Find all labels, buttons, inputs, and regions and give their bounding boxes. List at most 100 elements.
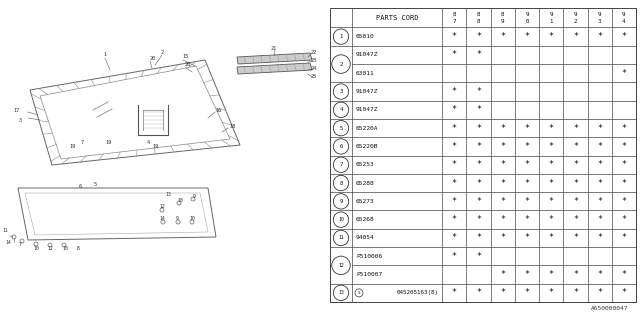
Text: 3: 3 — [19, 117, 22, 123]
Text: 9: 9 — [549, 12, 553, 17]
Text: *: * — [573, 142, 578, 151]
Text: *: * — [573, 32, 578, 41]
Text: *: * — [548, 234, 554, 243]
Text: 2: 2 — [339, 61, 342, 67]
Text: *: * — [500, 179, 505, 188]
Text: 1: 1 — [549, 19, 553, 24]
Text: *: * — [597, 32, 602, 41]
Text: *: * — [621, 215, 627, 224]
Text: *: * — [524, 234, 529, 243]
Text: 7: 7 — [452, 19, 456, 24]
Text: *: * — [621, 142, 627, 151]
Text: *: * — [621, 32, 627, 41]
Text: 8: 8 — [477, 12, 480, 17]
Text: PARTS CORD: PARTS CORD — [376, 15, 419, 21]
Text: *: * — [621, 179, 627, 188]
Text: *: * — [548, 270, 554, 279]
Text: 19: 19 — [105, 140, 111, 146]
Text: *: * — [476, 288, 481, 297]
Text: 65220A: 65220A — [356, 126, 378, 131]
Text: 13: 13 — [338, 290, 344, 295]
Text: *: * — [597, 270, 602, 279]
Text: *: * — [452, 160, 456, 169]
Text: *: * — [573, 160, 578, 169]
Text: 0: 0 — [525, 19, 529, 24]
Text: *: * — [597, 160, 602, 169]
Text: 8: 8 — [477, 19, 480, 24]
Text: *: * — [548, 197, 554, 206]
Text: *: * — [597, 215, 602, 224]
Text: *: * — [452, 87, 456, 96]
Text: *: * — [452, 197, 456, 206]
Text: 11: 11 — [2, 228, 8, 233]
Text: *: * — [500, 234, 505, 243]
Text: *: * — [621, 69, 627, 78]
Text: 9: 9 — [573, 12, 577, 17]
Text: 5: 5 — [339, 126, 342, 131]
Text: *: * — [500, 124, 505, 132]
Text: *: * — [452, 32, 456, 41]
Text: *: * — [524, 32, 529, 41]
Text: 3: 3 — [339, 89, 342, 94]
Text: 10: 10 — [177, 197, 183, 203]
Text: *: * — [500, 142, 505, 151]
Text: *: * — [573, 197, 578, 206]
Text: 6: 6 — [79, 183, 81, 188]
Text: 3: 3 — [598, 19, 602, 24]
Text: *: * — [597, 197, 602, 206]
Text: 10: 10 — [33, 245, 39, 251]
Text: 7: 7 — [19, 243, 21, 247]
Text: *: * — [597, 124, 602, 132]
Text: 9: 9 — [193, 195, 195, 199]
Text: *: * — [548, 288, 554, 297]
Text: 1: 1 — [339, 34, 342, 39]
Text: 2: 2 — [573, 19, 577, 24]
Text: *: * — [524, 142, 529, 151]
Text: 23: 23 — [311, 58, 317, 62]
Text: *: * — [548, 142, 554, 151]
Text: *: * — [621, 124, 627, 132]
Text: 25: 25 — [311, 74, 317, 78]
Text: *: * — [452, 51, 456, 60]
Text: *: * — [476, 87, 481, 96]
Text: *: * — [476, 252, 481, 261]
Text: *: * — [500, 270, 505, 279]
Text: *: * — [548, 179, 554, 188]
Text: *: * — [476, 142, 481, 151]
Text: *: * — [524, 197, 529, 206]
Text: *: * — [452, 215, 456, 224]
Text: *: * — [524, 270, 529, 279]
Text: 13: 13 — [165, 191, 171, 196]
Text: 26: 26 — [185, 62, 191, 68]
Text: *: * — [621, 270, 627, 279]
Text: *: * — [524, 160, 529, 169]
Text: 9: 9 — [622, 12, 626, 17]
Text: *: * — [452, 105, 456, 114]
Text: 12: 12 — [159, 204, 165, 209]
Text: 9: 9 — [339, 199, 342, 204]
Text: *: * — [452, 124, 456, 132]
Text: 4: 4 — [339, 107, 342, 112]
Text: *: * — [452, 234, 456, 243]
Text: *: * — [524, 215, 529, 224]
Text: *: * — [476, 105, 481, 114]
Text: *: * — [476, 179, 481, 188]
Text: *: * — [476, 51, 481, 60]
Text: 14: 14 — [159, 215, 165, 220]
Text: *: * — [621, 288, 627, 297]
Text: *: * — [476, 215, 481, 224]
Text: 15: 15 — [182, 54, 188, 60]
Text: 9: 9 — [501, 19, 504, 24]
Text: 6: 6 — [339, 144, 342, 149]
Text: *: * — [500, 197, 505, 206]
Text: 045205163(8): 045205163(8) — [397, 290, 439, 295]
Text: 9: 9 — [525, 12, 529, 17]
Text: 21: 21 — [271, 45, 277, 51]
Text: *: * — [452, 179, 456, 188]
Text: 7: 7 — [81, 140, 84, 146]
Text: 65273: 65273 — [356, 199, 375, 204]
Text: 8: 8 — [339, 180, 342, 186]
Text: *: * — [452, 252, 456, 261]
Text: 24: 24 — [311, 66, 317, 70]
Text: *: * — [621, 197, 627, 206]
